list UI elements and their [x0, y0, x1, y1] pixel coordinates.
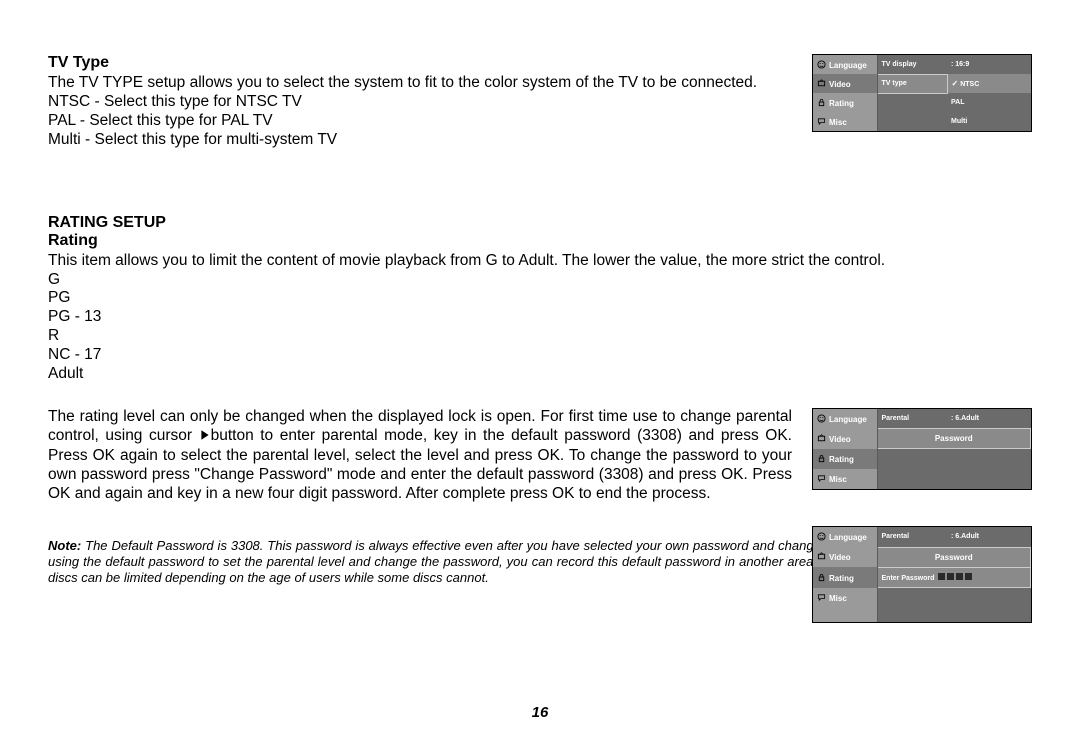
- heading-rating-setup: RATING SETUP: [48, 214, 1032, 232]
- face-icon: [817, 60, 826, 69]
- cursor-right-icon: [199, 428, 211, 447]
- speech-icon: [817, 117, 826, 126]
- osd-menu-tv-type: Language TV display : 16:9 Video TV type…: [812, 54, 1032, 132]
- heading-rating: Rating: [48, 232, 1032, 250]
- rating-instructions: The rating level can only be changed whe…: [48, 408, 792, 504]
- rating-pg: PG: [48, 289, 1032, 308]
- tv-icon: [817, 552, 826, 561]
- rating-intro: This item allows you to limit the conten…: [48, 252, 1032, 271]
- lock-icon: [817, 98, 826, 107]
- tv-type-line-3: Multi - Select this type for multi-syste…: [48, 131, 1032, 150]
- rating-adult: Adult: [48, 365, 1032, 384]
- speech-icon: [817, 593, 826, 602]
- lock-icon: [817, 454, 826, 463]
- face-icon: [817, 414, 826, 423]
- tv-type-intro: The TV TYPE setup allows you to select t…: [48, 74, 792, 93]
- tv-icon: [817, 434, 826, 443]
- rating-nc17: NC - 17: [48, 346, 1032, 365]
- lock-icon: [817, 573, 826, 582]
- rating-pg13: PG - 13: [48, 308, 1032, 327]
- osd-menu-rating-password: Language Parental : 6.Adult Video Passwo…: [812, 408, 1032, 490]
- rating-g: G: [48, 271, 1032, 290]
- tv-icon: [817, 79, 826, 88]
- face-icon: [817, 532, 826, 541]
- osd-menu-enter-password: Language Parental : 6.Adult Video Passwo…: [812, 526, 1032, 623]
- rating-r: R: [48, 327, 1032, 346]
- speech-icon: [817, 474, 826, 483]
- password-dots: [936, 575, 972, 582]
- page-number: 16: [0, 704, 1080, 721]
